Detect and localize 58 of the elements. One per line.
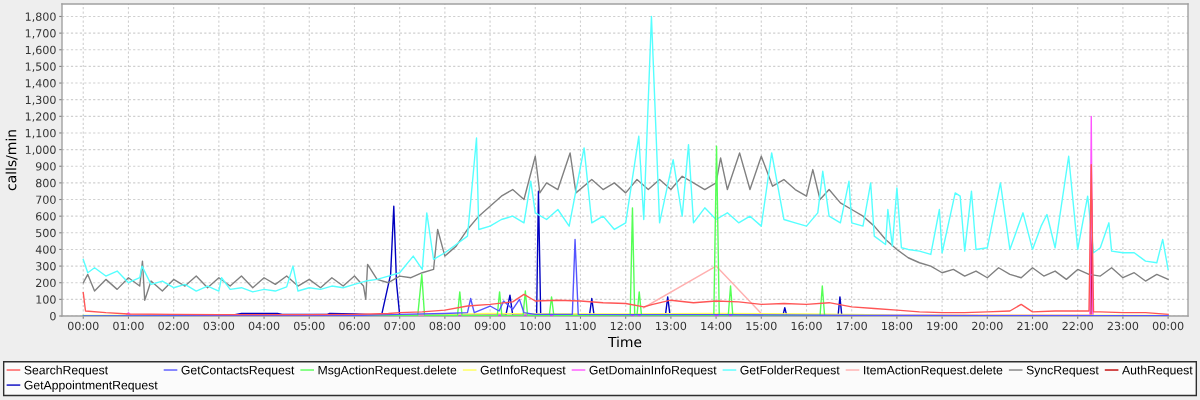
x-tick-label: 20:00 [972,321,1003,331]
x-tick-label: 14:00 [701,321,732,331]
y-tick-label: 1,300 [25,95,56,106]
x-tick-label: 16:00 [791,321,822,331]
x-tick-label: 00:00 [1152,321,1184,331]
legend-label: GetFolderRequest [740,365,840,377]
legend-label: ItemActionRequest.delete [864,365,1003,377]
y-tick-label: 800 [35,178,56,188]
legend-label: SyncRequest [1026,365,1099,377]
x-tick-label: 02:00 [158,321,189,331]
y-tick-label: 400 [35,245,56,254]
y-tick-label: 1,500 [25,62,56,72]
y-tick-label: 700 [36,195,56,204]
x-tick-label: 10:00 [520,321,551,331]
x-tick-label: 19:00 [927,321,958,331]
y-tick-label: 900 [35,162,56,171]
legend-label: GetDomainInfoRequest [589,365,717,377]
y-tick-label: 100 [36,295,56,304]
x-axis-title: Time [607,336,642,348]
x-tick-label: 17:00 [836,321,867,331]
x-tick-label: 23:00 [1107,321,1139,331]
legend-label: GetAppointmentRequest [24,380,158,392]
x-tick-label: 13:00 [656,321,687,331]
x-tick-label: 15:00 [746,321,777,331]
line-series [82,15,1169,293]
x-tick-label: 01:00 [113,321,144,331]
legend-label: SearchRequest [24,365,108,377]
legend-label: GetContactsRequest [181,365,295,377]
y-tick-label: 1,600 [25,45,56,56]
y-tick-label: 600 [36,212,56,221]
x-tick-label: 08:00 [429,321,461,331]
y-tick-label: 1,800 [25,12,56,22]
legend-label: GetInfoRequest [480,365,566,377]
y-tick-label: 1,700 [25,29,56,39]
x-tick-label: 05:00 [293,321,325,331]
y-tick-label: 0 [50,311,56,321]
x-tick-label: 21:00 [1017,321,1048,331]
y-tick-label: 1,000 [25,145,56,156]
y-tick-label: 1,100 [25,128,56,139]
x-tick-label: 04:00 [248,321,280,331]
x-tick-label: 22:00 [1062,321,1093,331]
y-axis-title: calls/min [5,130,18,191]
x-tick-label: 06:00 [339,321,370,331]
y-tick-label: 300 [36,262,56,271]
x-tick-label: 03:00 [203,321,235,331]
y-tick-label: 200 [36,278,56,288]
y-tick-label: 1,200 [25,112,56,122]
legend-label: AuthRequest [1122,365,1193,377]
y-tick-label: 500 [36,228,56,238]
x-tick-label: 09:00 [474,321,506,331]
x-tick-label: 18:00 [882,321,913,331]
x-tick-label: 00:00 [67,321,99,331]
legend-label: MsgActionRequest.delete [318,365,457,377]
x-tick-label: 12:00 [610,321,641,331]
x-tick-label: 07:00 [384,321,415,331]
x-tick-label: 11:00 [565,321,596,331]
y-tick-label: 1,400 [25,79,56,89]
line-series [82,238,1169,316]
